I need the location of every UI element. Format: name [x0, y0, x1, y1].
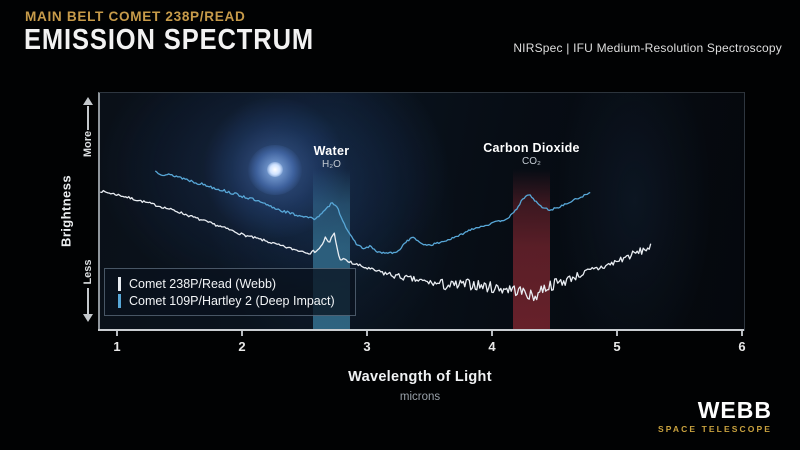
x-tick-label: 3 [363, 339, 371, 354]
less-arrow-line [87, 288, 89, 314]
x-tick-mark [616, 331, 618, 336]
x-tick-mark [491, 331, 493, 336]
x-axis-unit: microns [399, 391, 441, 403]
x-tick-mark [241, 331, 243, 336]
x-axis-line [98, 329, 744, 331]
x-tick-mark [116, 331, 118, 336]
x-tick-label: 4 [488, 339, 496, 354]
subject-kicker: MAIN BELT COMET 238P/READ [25, 8, 246, 24]
series-curve-0 [100, 189, 652, 302]
spectrum-plot: Water H₂O Carbon Dioxide CO₂ Comet 238P/… [98, 92, 745, 331]
x-axis: 1 2 3 4 5 6 [98, 331, 746, 371]
x-tick-mark [366, 331, 368, 336]
deep-impact-series-swatch [118, 293, 121, 308]
y-axis-less-label: Less [82, 259, 94, 285]
spectra-curves [100, 170, 652, 302]
x-axis-title: Wavelength of Light [348, 369, 492, 385]
legend-item-deep-impact: Comet 109P/Hartley 2 (Deep Impact) [118, 293, 355, 308]
y-axis-more-label: More [82, 130, 94, 158]
legend-label-webb: Comet 238P/Read (Webb) [129, 276, 277, 291]
instrument-caption: NIRSpec | IFU Medium-Resolution Spectros… [513, 41, 782, 55]
x-tick-label: 6 [738, 339, 746, 354]
webb-logo-name: WEBB [697, 397, 772, 423]
x-tick-label: 2 [238, 339, 246, 354]
more-arrow-icon [83, 97, 93, 105]
legend: Comet 238P/Read (Webb) Comet 109P/Hartle… [104, 268, 356, 316]
legend-item-webb: Comet 238P/Read (Webb) [118, 276, 355, 291]
x-tick-label: 5 [613, 339, 621, 354]
more-arrow-line [87, 106, 89, 130]
webb-logo-tagline: SPACE TELESCOPE [658, 424, 772, 434]
x-tick-mark [741, 331, 743, 336]
legend-label-deep-impact: Comet 109P/Hartley 2 (Deep Impact) [129, 293, 335, 308]
less-arrow-icon [83, 314, 93, 322]
webb-series-swatch [118, 276, 121, 291]
series-curve-1 [154, 170, 591, 255]
webb-logo: WEBB SPACE TELESCOPE [658, 398, 772, 434]
x-tick-label: 1 [113, 339, 121, 354]
y-axis-title: Brightness [58, 175, 74, 247]
page-title: EMISSION SPECTRUM [24, 24, 315, 56]
